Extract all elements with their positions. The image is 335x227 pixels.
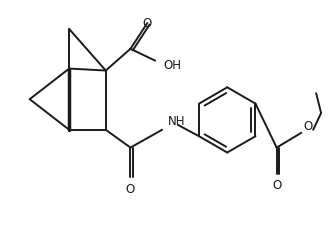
- Text: O: O: [304, 120, 313, 133]
- Text: O: O: [126, 183, 135, 196]
- Text: O: O: [143, 17, 152, 30]
- Text: OH: OH: [163, 59, 181, 72]
- Text: O: O: [272, 179, 281, 192]
- Text: NH: NH: [168, 115, 186, 128]
